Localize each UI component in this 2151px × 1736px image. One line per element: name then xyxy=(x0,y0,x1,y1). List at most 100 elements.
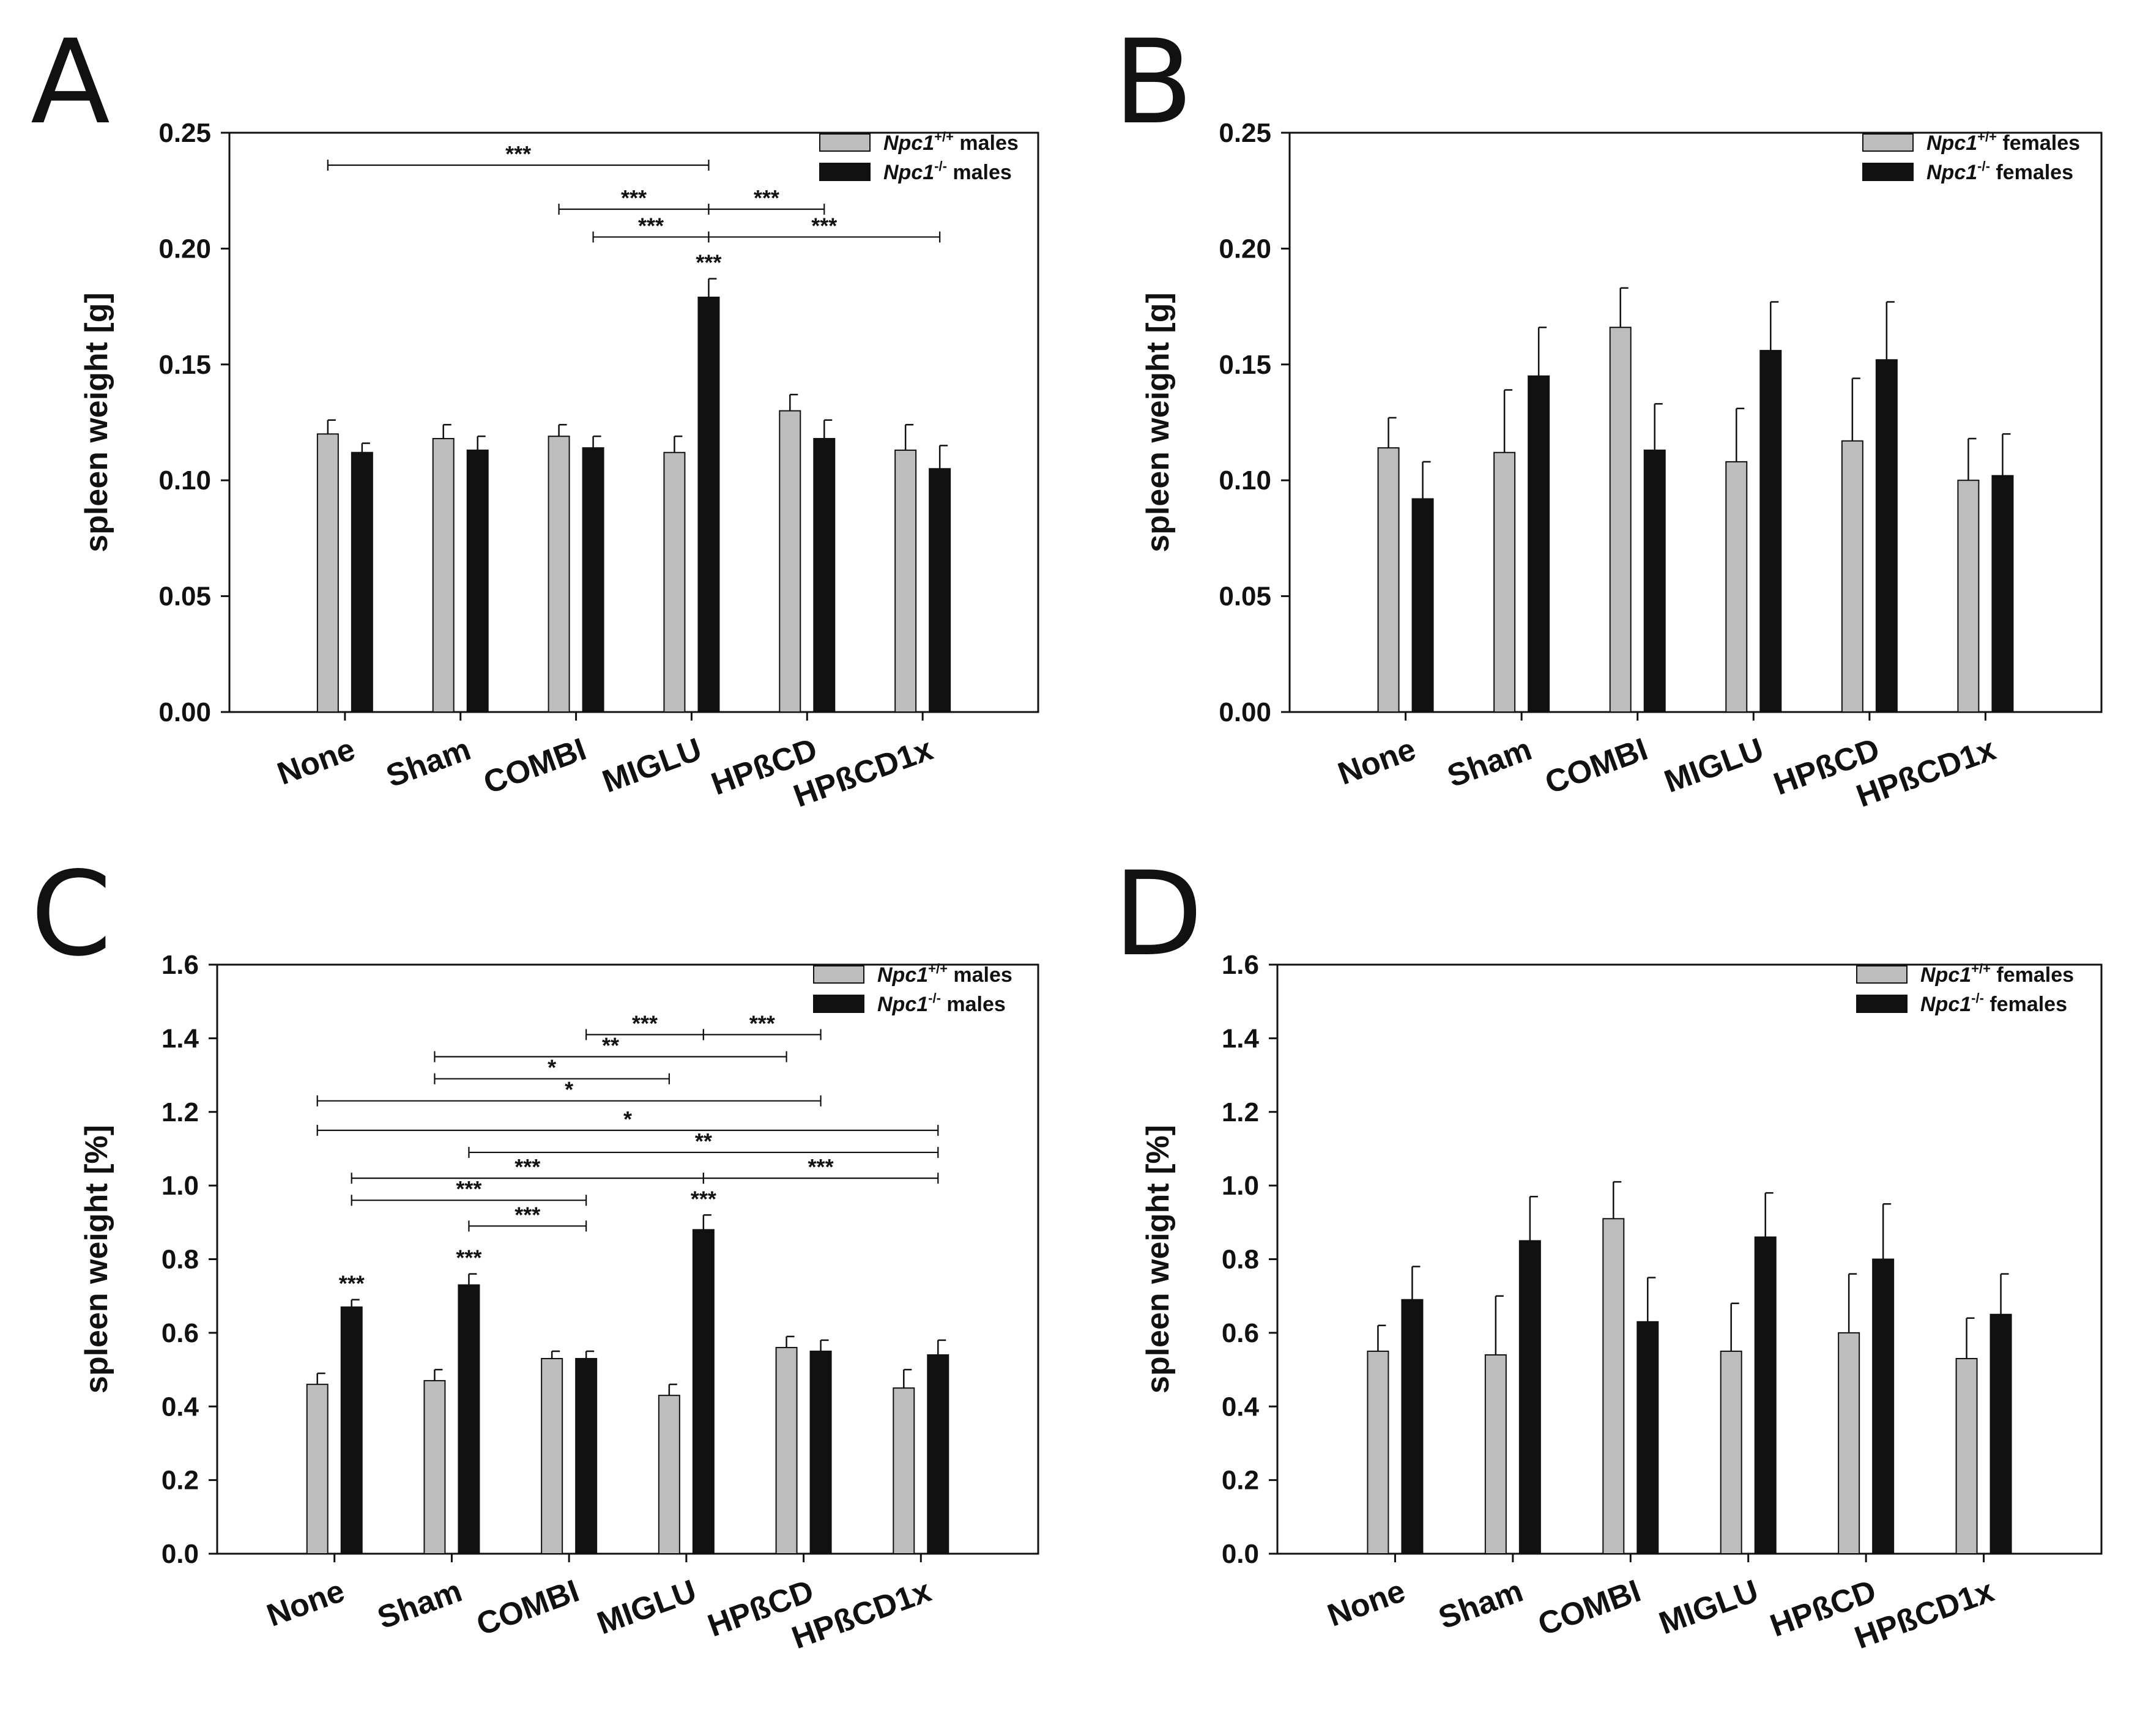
x-category-label: MIGLU xyxy=(593,1573,701,1642)
plot-frame xyxy=(1276,963,2103,1555)
y-tick-label: 0.05 xyxy=(1219,582,1271,612)
comparison-stars: ** xyxy=(695,1129,712,1154)
bar xyxy=(692,1229,715,1554)
comparison-stars: *** xyxy=(632,1011,658,1036)
y-tick-label: 0.25 xyxy=(158,118,211,148)
comparison-stars: *** xyxy=(515,1202,540,1227)
bar xyxy=(1754,1236,1777,1554)
significance-stars: *** xyxy=(696,250,721,275)
bar xyxy=(458,1284,480,1555)
bar xyxy=(1367,1350,1389,1554)
x-category-label: MIGLU xyxy=(1660,732,1768,800)
bar xyxy=(548,436,570,713)
comparison-stars: *** xyxy=(638,213,664,238)
y-tick-label: 0.2 xyxy=(162,1466,199,1496)
plot-frame xyxy=(1288,132,2103,713)
bar xyxy=(663,451,686,713)
bar xyxy=(316,433,339,713)
significance-stars: *** xyxy=(691,1186,716,1211)
bar xyxy=(432,438,455,713)
bar xyxy=(1720,1350,1742,1554)
y-tick-label: 1.2 xyxy=(1222,1097,1259,1127)
bar xyxy=(1991,475,2014,713)
bar xyxy=(1636,1321,1659,1555)
x-category-label: COMBI xyxy=(1540,732,1652,801)
bar xyxy=(779,410,801,713)
bar xyxy=(1401,1299,1424,1555)
chart-panel-b: 0.00 0.05 0.10 0.15 0.20 0.25 spleen weight [g… xyxy=(1140,118,2103,814)
y-tick-label: 0.10 xyxy=(158,466,211,495)
y-tick-label: 0.25 xyxy=(1219,118,1271,148)
bar xyxy=(1528,375,1550,713)
bar xyxy=(697,296,720,713)
bar xyxy=(1602,1218,1625,1554)
y-tick-label: 0.4 xyxy=(1222,1392,1260,1422)
x-category-label: Sham xyxy=(1434,1573,1528,1636)
legend-label: Npc1+/+ males xyxy=(877,961,1012,987)
y-tick-label: 1.2 xyxy=(162,1097,199,1127)
legend-swatch xyxy=(1856,995,1908,1013)
y-tick-label: 0.20 xyxy=(1219,234,1271,264)
bar xyxy=(423,1380,446,1554)
bar xyxy=(1759,350,1782,713)
legend-swatch xyxy=(813,965,864,984)
y-tick-label: 0.20 xyxy=(158,234,211,264)
bar xyxy=(927,1354,949,1555)
legend-label: Npc1+/+ females xyxy=(1926,129,2080,155)
comparison-stars: *** xyxy=(505,141,531,166)
panel-letter-c: C xyxy=(31,847,112,982)
comparison-stars: ** xyxy=(602,1033,619,1058)
bar xyxy=(1989,1313,2012,1554)
legend-swatch xyxy=(813,995,864,1013)
legend-swatch xyxy=(819,133,871,152)
plot-frame xyxy=(228,132,1039,713)
comparison-stars: * xyxy=(623,1107,632,1132)
bar xyxy=(466,449,489,713)
bar xyxy=(894,449,917,713)
y-tick-label: 1.4 xyxy=(1222,1023,1260,1053)
y-axis-title: spleen weight [%] xyxy=(1140,1125,1176,1393)
y-tick-label: 0.6 xyxy=(1222,1318,1259,1348)
chart-panel-a: 0.00 0.05 0.10 0.15 0.20 0.25 spleen weight [g… xyxy=(79,118,1039,814)
bar xyxy=(1493,451,1516,713)
legend-label: Npc1+/+ males xyxy=(883,129,1019,155)
y-tick-label: 1.4 xyxy=(162,1023,199,1053)
y-axis-title: spleen weight [g] xyxy=(79,292,114,552)
bar xyxy=(1875,359,1898,713)
panel-letter-b: B xyxy=(1113,15,1193,150)
comparison-stars: * xyxy=(565,1077,573,1102)
x-category-label: None xyxy=(1323,1573,1410,1634)
bar xyxy=(1518,1240,1541,1554)
y-axis-title: spleen weight [g] xyxy=(1140,292,1176,552)
bar xyxy=(1725,461,1748,713)
x-category-label: Sham xyxy=(382,732,475,795)
chart-panel-d: 0.0 0.2 0.4 0.6 0.8 1.0 1.2 1.4 1.6 spleen weight… xyxy=(1140,950,2103,1656)
legend-swatch xyxy=(1862,133,1914,152)
bar xyxy=(1609,327,1632,713)
y-tick-label: 0.8 xyxy=(1222,1245,1259,1275)
comparison-stars: *** xyxy=(811,213,837,238)
legend-swatch xyxy=(819,163,871,181)
comparison-stars: *** xyxy=(808,1154,834,1179)
x-category-label: None xyxy=(262,1573,349,1634)
legend-label: Npc1-/- males xyxy=(877,990,1006,1016)
bar xyxy=(575,1358,598,1555)
x-category-label: None xyxy=(1334,732,1421,792)
bar xyxy=(1957,480,1980,713)
bar xyxy=(813,438,836,713)
y-tick-label: 0.0 xyxy=(1222,1539,1259,1569)
y-tick-label: 0.4 xyxy=(162,1392,199,1422)
bar xyxy=(1643,449,1666,713)
legend-label: Npc1-/- males xyxy=(883,158,1012,184)
bar xyxy=(1955,1358,1978,1555)
y-tick-label: 0.00 xyxy=(158,697,211,727)
bar xyxy=(658,1395,680,1555)
bar xyxy=(582,447,604,713)
y-tick-label: 1.6 xyxy=(1222,950,1259,980)
y-tick-label: 1.0 xyxy=(162,1171,199,1201)
y-tick-label: 0.10 xyxy=(1219,466,1271,495)
plot-frame xyxy=(216,963,1039,1555)
bar xyxy=(775,1346,798,1554)
comparison-stars: *** xyxy=(621,185,647,210)
legend-label: Npc1-/- females xyxy=(1920,990,2067,1016)
